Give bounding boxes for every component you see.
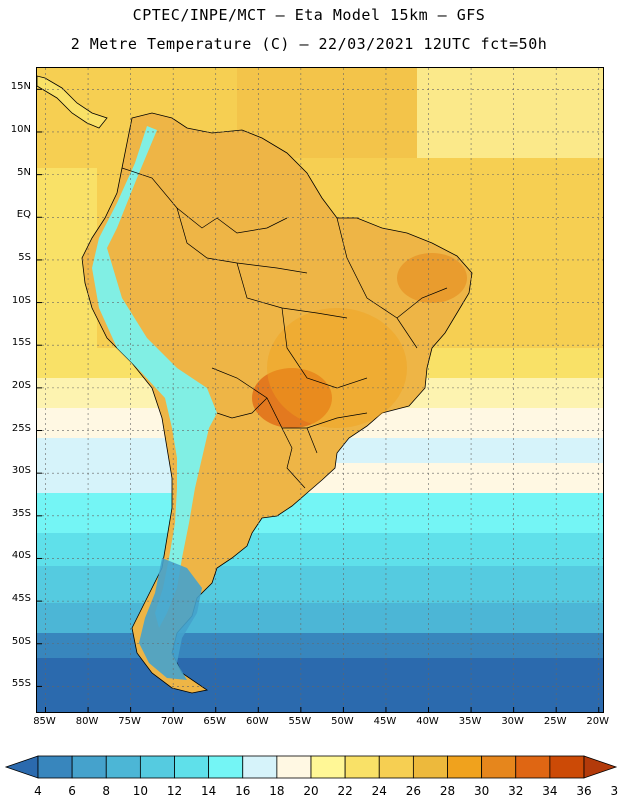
northeast-warm-region [397,253,467,303]
lon-label: 45W [373,716,397,727]
colorbar-tick-label: 4 [34,784,42,798]
lat-label: 5S [18,251,31,263]
lon-label: 50W [331,716,354,727]
interior-hot-spot [252,368,332,428]
colorbar-tick-label: 24 [371,784,387,798]
lat-label: 25S [11,422,31,434]
colorbar-tick-label: 20 [303,784,319,798]
lat-label: 15S [11,337,31,349]
graticule-grid [37,68,603,712]
colorbar-max-arrow [583,755,618,779]
ocean-band-10 [37,603,603,638]
colorbar-cell [242,755,278,779]
colorbar-cell [344,755,380,779]
lon-label: 65W [203,716,227,727]
colorbar-min-arrow [4,755,39,779]
colorbar-cell [174,755,210,779]
lat-label: 30S [11,465,31,477]
colorbar-cell [310,755,346,779]
interior-warm-region [267,308,407,428]
colorbar-tick-label: 18 [269,784,285,798]
lon-label: 70W [160,716,184,727]
lon-label: 30W [501,716,524,727]
colorbar-tick-label: 26 [405,784,422,798]
colorbar-tick-label: 30 [473,784,490,798]
colorbar-cell [481,755,517,779]
colorbar-cell [412,755,448,779]
map-subtitle: 2 Metre Temperature (C) – 22/03/2021 12U… [70,35,548,53]
central-america-land [37,75,108,129]
colorbar-tick-label: 14 [200,784,217,798]
lat-label: 45S [11,593,31,605]
colorbar-tick-label: 22 [337,784,353,798]
colorbar-tick-label: 6 [68,784,76,798]
colorbar-tick-label: 36 [576,784,592,798]
ocean-band-26-north [417,68,603,158]
colorbar-cell [447,755,483,779]
patagonia-cold-region [139,558,202,680]
colorbar-cell [549,755,585,779]
colorbar-tick-label: 38 [610,784,618,798]
lon-label: 20W [586,716,610,727]
temperature-colorbar [4,755,618,779]
colorbar-cell [37,755,73,779]
lat-label: 55S [11,678,31,690]
lon-label: 85W [33,716,56,727]
lat-label: 5N [17,166,31,178]
lon-label: 55W [288,716,312,727]
ocean-band-12 [37,566,603,608]
map-title: CPTEC/INPE/MCT – Eta Model 15km – GFS [132,6,486,24]
lon-label: 40W [416,716,439,727]
temperature-map [36,67,604,713]
lat-label: EQ [16,209,31,221]
lon-label: 80W [75,716,99,727]
lat-label: 20S [11,379,31,391]
colorbar-cell [208,755,244,779]
colorbar-tick-label: 12 [166,784,183,798]
colorbar-tick-label: 32 [508,784,524,798]
lon-label: 35W [458,716,482,727]
colorbar-tick-label: 28 [439,784,456,798]
colorbar-cell [276,755,312,779]
colorbar-cell [378,755,414,779]
lat-label: 10N [10,123,31,135]
lat-label: 50S [11,635,31,647]
colorbar-tick-label: 16 [235,784,251,798]
lon-label: 25W [543,716,567,727]
lat-label: 15N [10,81,31,93]
lat-label: 35S [11,507,31,519]
lon-label: 75W [118,716,141,727]
colorbar-tick-label: 34 [542,784,558,798]
andes-cold-region [92,126,217,628]
colorbar-cell [105,755,141,779]
colorbar-tick-label: 8 [102,784,111,798]
colorbar-cell [515,755,551,779]
colorbar-tick-label: 10 [132,784,149,798]
colorbar-cell [71,755,107,779]
lat-label: 40S [11,550,31,562]
colorbar-cell [139,755,175,779]
lat-label: 10S [11,294,31,306]
ocean-band-6 [37,658,603,712]
lon-label: 60W [245,716,269,727]
